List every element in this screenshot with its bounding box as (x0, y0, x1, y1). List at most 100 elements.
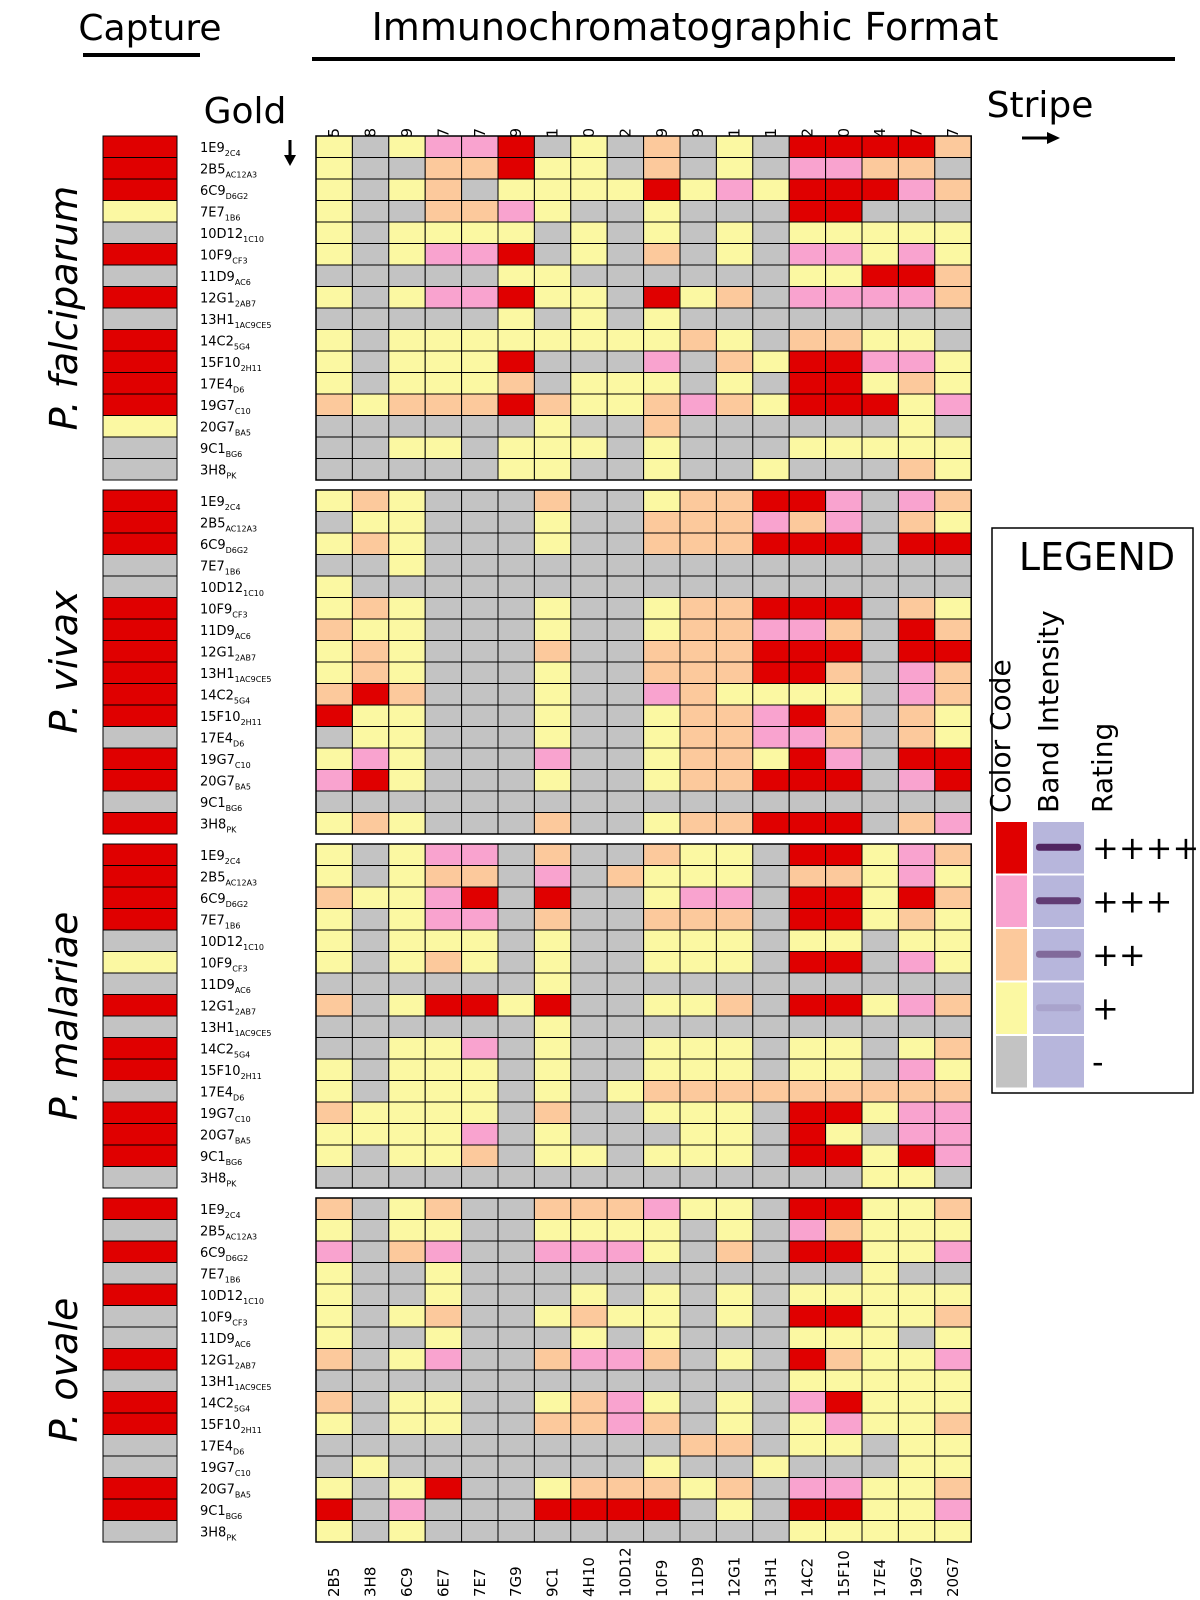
heat-cell (497, 393, 535, 416)
heat-cell (497, 458, 535, 481)
heat-cell (643, 1498, 681, 1521)
heat-cell (388, 286, 426, 309)
row-label: 11D9AC6 (200, 624, 251, 641)
heat-cell (643, 769, 681, 792)
heat-cell (351, 994, 390, 1017)
row-subscript: AC6 (235, 1340, 251, 1349)
heat-cell (861, 1348, 899, 1371)
heat-cell (315, 1058, 353, 1081)
heat-cell (351, 1015, 390, 1038)
heat-cell (351, 307, 390, 330)
row-label: 15F102H11 (200, 710, 262, 727)
heat-cell (497, 618, 535, 641)
heat-cell (825, 1219, 863, 1242)
heat-cell (934, 865, 972, 888)
row-subscript: 2H11 (241, 364, 262, 373)
heat-cell (533, 726, 572, 749)
row-name: 11D9 (200, 624, 235, 639)
heat-cell (570, 843, 608, 866)
heat-cell (679, 1412, 717, 1435)
heat-cell (533, 1498, 572, 1521)
heat-cell (351, 661, 390, 684)
heat-cell (315, 812, 353, 835)
row-name: 20G7 (200, 774, 235, 789)
row-subscript: 2H11 (241, 1072, 262, 1081)
heat-cell (570, 790, 608, 813)
heat-cell (351, 886, 390, 909)
heat-cell (351, 1262, 390, 1285)
heat-cell (315, 393, 353, 416)
heat-cell (315, 350, 353, 373)
heat-cell (388, 415, 426, 438)
heat-cell (315, 1197, 353, 1220)
heat-cell (643, 812, 681, 835)
heat-cell (533, 1015, 572, 1038)
heat-cell (934, 1262, 972, 1285)
heat-cell (351, 415, 390, 438)
heat-cell (315, 908, 353, 931)
heat-cell (570, 286, 608, 309)
heat-cell (497, 1434, 535, 1457)
capture-cell (102, 511, 178, 534)
row-subscript: 2AB7 (235, 1361, 256, 1370)
heat-cell (752, 329, 790, 352)
heat-cell (643, 1391, 681, 1414)
heat-cell (861, 1123, 899, 1146)
band-stripe (1036, 1004, 1081, 1012)
heat-cell (533, 1240, 572, 1263)
heat-cell (679, 1477, 717, 1500)
heat-cell (424, 1498, 463, 1521)
heat-cell (861, 812, 899, 835)
heat-cell (388, 769, 426, 792)
heat-cell (461, 726, 499, 749)
heat-cell (752, 1477, 790, 1500)
legend-rating: - (1092, 1043, 1104, 1081)
heat-cell (424, 1219, 463, 1242)
heat-cell (934, 458, 972, 481)
heat-cell (897, 1412, 936, 1435)
heat-cell (606, 1391, 645, 1414)
row-subscript: 2AB7 (235, 1007, 256, 1016)
heat-cell (461, 994, 499, 1017)
heat-cell (388, 178, 426, 201)
capture-cell (102, 1015, 178, 1038)
row-subscript: PK (226, 825, 237, 834)
row-name: 2B5 (200, 870, 225, 885)
heat-cell (715, 1498, 754, 1521)
heat-cell (424, 200, 463, 223)
capture-cell (102, 286, 178, 309)
row-name: 9C1 (200, 1504, 226, 1519)
heat-cell (606, 393, 645, 416)
heat-cell (606, 704, 645, 727)
heat-cell (897, 1080, 936, 1103)
column-label: 2B5 (325, 1568, 343, 1597)
heat-cell (752, 264, 790, 287)
panel-frame (315, 843, 972, 1189)
row-label: 19G7C10 (200, 399, 251, 416)
row-name: 10F9 (200, 602, 232, 617)
row-subscript: BA5 (235, 1136, 251, 1145)
heat-cell (315, 865, 353, 888)
heat-cell (861, 951, 899, 974)
row-subscript: 1C10 (243, 589, 264, 598)
heat-cell (825, 597, 863, 620)
heat-cell (315, 511, 353, 534)
heat-cell (679, 1197, 717, 1220)
heat-cell (315, 1101, 353, 1124)
heat-cell (533, 951, 572, 974)
heat-cell (533, 350, 572, 373)
heat-cell (897, 908, 936, 931)
heat-cell (788, 1498, 827, 1521)
heat-cell (606, 908, 645, 931)
heat-cell (606, 200, 645, 223)
heat-cell (351, 1037, 390, 1060)
heat-cell (424, 135, 463, 158)
heat-cell (788, 372, 827, 395)
heat-cell (497, 1058, 535, 1081)
row-subscript: D6G2 (226, 192, 249, 201)
heat-cell (315, 264, 353, 287)
heat-cell (788, 1305, 827, 1328)
heat-cell (570, 1498, 608, 1521)
row-label: 15F102H11 (200, 1064, 262, 1081)
heat-cell (606, 618, 645, 641)
